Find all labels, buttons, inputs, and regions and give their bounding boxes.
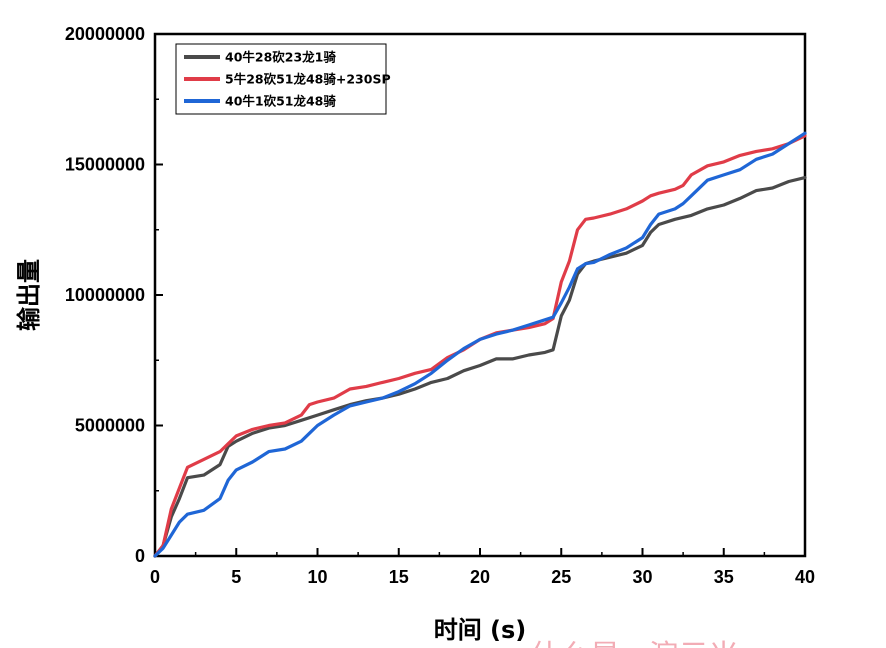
x-axis-title: 时间 (s) [434,616,527,644]
x-tick-label: 30 [632,567,652,587]
x-tick-label: 40 [795,567,815,587]
series-lines [153,131,807,558]
x-tick-label: 10 [307,567,327,587]
x-tick-label: 5 [231,567,241,587]
y-axis-title: 输出量 [15,259,43,331]
legend-label-3: 40牛1砍51龙48骑 [225,94,336,109]
y-tick-label: 20000000 [65,24,145,44]
legend-label-2: 5牛28砍51龙48骑+230SP [225,72,391,87]
watermark: 什么是 · 演示米 [530,639,739,648]
series-line-1 [153,176,807,558]
y-tick-label: 5000000 [75,416,145,436]
x-tick-label: 35 [714,567,734,587]
axis-ticks: 0 5 10 15 20 25 30 35 40 0 5000000 10000000 15000000… [65,24,815,587]
series-line-3 [153,131,807,558]
x-tick-label: 20 [470,567,490,587]
legend: 40牛28砍23龙1骑 5牛28砍51龙48骑+230SP 40牛1砍51龙48… [175,43,391,115]
x-tick-label: 25 [551,567,571,587]
legend-label-1: 40牛28砍23龙1骑 [225,50,336,65]
y-tick-label: 15000000 [65,155,145,175]
x-tick-label: 15 [389,567,409,587]
series-line-2 [153,134,807,558]
y-tick-label: 0 [135,546,145,566]
x-tick-label: 0 [150,567,160,587]
y-tick-label: 10000000 [65,285,145,305]
